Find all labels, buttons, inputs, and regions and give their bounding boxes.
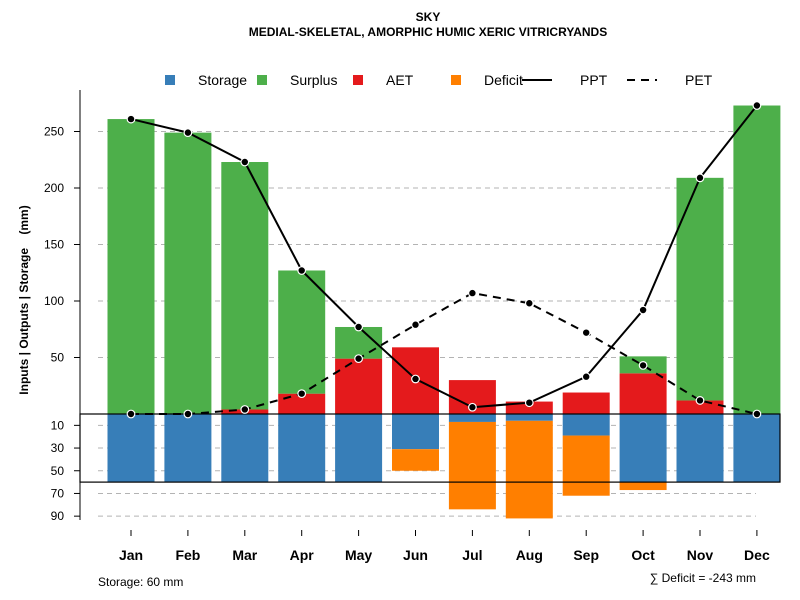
x-tick-label-aug: Aug bbox=[516, 547, 543, 563]
y-tick-label-lower-30: 30 bbox=[51, 441, 65, 455]
bar-storage-nov bbox=[676, 414, 724, 483]
x-tick-label-may: May bbox=[345, 547, 372, 563]
bar-storage-jan bbox=[107, 414, 155, 483]
y-tick-label-upper-100: 100 bbox=[44, 294, 64, 308]
bar-storage-jun bbox=[392, 414, 439, 450]
bar-storage-dec bbox=[733, 414, 781, 483]
bar-surplus-feb bbox=[164, 132, 212, 414]
bar-aet-may bbox=[335, 358, 383, 414]
point-ppt-dec bbox=[752, 101, 762, 110]
legend-swatch-storage bbox=[165, 75, 175, 85]
legend-label-ppt: PPT bbox=[580, 72, 608, 88]
x-tick-label-jun: Jun bbox=[403, 547, 428, 563]
x-tick-label-nov: Nov bbox=[687, 547, 714, 563]
line-pet bbox=[131, 292, 758, 415]
x-tick-label-jan: Jan bbox=[119, 547, 143, 563]
y-axis-title: Inputs | Outputs | Storage (mm) bbox=[17, 205, 31, 394]
bar-storage-feb bbox=[164, 414, 212, 483]
point-pet-feb bbox=[183, 409, 193, 419]
y-tick-label-upper-200: 200 bbox=[44, 181, 64, 195]
y-tick-label-upper-250: 250 bbox=[44, 125, 64, 139]
bar-aet-aug bbox=[505, 401, 553, 414]
point-pet-may bbox=[354, 354, 364, 364]
legend: Storage Surplus AET Deficit PPT PET bbox=[165, 72, 713, 88]
point-ppt-sep bbox=[581, 372, 591, 382]
point-ppt-mar bbox=[240, 157, 250, 167]
bars bbox=[107, 105, 781, 519]
bar-storage-jul bbox=[448, 414, 496, 422]
axes: 50 100 150 200 250 10 30 50 70 90 Jan Feb Mar Apr May J… bbox=[44, 90, 770, 563]
legend-swatch-aet bbox=[353, 75, 363, 85]
chart-title: SKY bbox=[416, 10, 441, 24]
x-tick-label-jul: Jul bbox=[462, 547, 482, 563]
x-tick-label-sep: Sep bbox=[573, 547, 599, 563]
bar-storage-aug bbox=[505, 414, 553, 421]
y-tick-label-lower-90: 90 bbox=[51, 509, 65, 523]
y-tick-label-lower-70: 70 bbox=[51, 486, 65, 500]
point-ppt-nov bbox=[695, 173, 705, 183]
point-ppt-feb bbox=[183, 128, 193, 138]
point-ppt-jan bbox=[126, 114, 136, 124]
point-pet-apr bbox=[297, 389, 307, 399]
chart-subtitle: MEDIAL-SKELETAL, AMORPHIC HUMIC XERIC VI… bbox=[249, 25, 607, 39]
bar-deficit-jul bbox=[448, 421, 496, 510]
deficit-note: ∑ Deficit = -243 mm bbox=[650, 571, 756, 585]
legend-swatch-surplus bbox=[257, 75, 267, 85]
point-pet-nov bbox=[695, 396, 705, 405]
y-tick-label-upper-50: 50 bbox=[51, 351, 65, 365]
bar-aet-apr bbox=[278, 393, 326, 414]
bar-aet-sep bbox=[562, 392, 610, 414]
bar-storage-sep bbox=[562, 414, 610, 436]
x-tick-label-mar: Mar bbox=[232, 547, 257, 563]
point-ppt-may bbox=[354, 322, 364, 332]
point-ppt-aug bbox=[524, 398, 534, 408]
lines bbox=[126, 101, 762, 419]
point-ppt-apr bbox=[297, 266, 307, 275]
bar-surplus-mar bbox=[221, 162, 269, 410]
y-tick-label-lower-50: 50 bbox=[51, 464, 65, 478]
storage-note: Storage: 60 mm bbox=[98, 575, 183, 589]
point-pet-oct bbox=[638, 361, 648, 370]
bar-surplus-jan bbox=[107, 119, 155, 414]
y-tick-label-lower-10: 10 bbox=[51, 418, 65, 432]
bar-storage-may bbox=[335, 414, 383, 483]
legend-swatch-deficit bbox=[451, 75, 461, 85]
point-pet-jan bbox=[126, 409, 136, 419]
bar-deficit-jun bbox=[392, 449, 439, 471]
bar-aet-oct bbox=[619, 373, 667, 414]
point-pet-jun bbox=[411, 320, 420, 330]
legend-label-aet: AET bbox=[386, 72, 414, 88]
point-pet-aug bbox=[524, 298, 534, 308]
bar-storage-oct bbox=[619, 414, 667, 483]
bar-storage-apr bbox=[278, 414, 326, 483]
legend-label-pet: PET bbox=[685, 72, 713, 88]
legend-label-storage: Storage bbox=[198, 72, 247, 88]
bar-surplus-may bbox=[335, 326, 383, 359]
x-tick-label-feb: Feb bbox=[175, 547, 200, 563]
point-pet-mar bbox=[240, 405, 250, 414]
x-tick-label-apr: Apr bbox=[290, 547, 315, 563]
bar-surplus-dec bbox=[733, 105, 781, 414]
bar-surplus-nov bbox=[676, 177, 724, 401]
legend-label-deficit: Deficit bbox=[484, 72, 523, 88]
x-tick-label-dec: Dec bbox=[744, 547, 770, 563]
point-ppt-jun bbox=[411, 374, 420, 384]
line-ppt bbox=[130, 104, 758, 409]
bar-deficit-aug bbox=[505, 420, 553, 519]
bar-deficit-oct bbox=[619, 482, 667, 491]
point-pet-sep bbox=[581, 328, 591, 338]
bar-surplus-apr bbox=[278, 270, 326, 394]
legend-label-surplus: Surplus bbox=[290, 72, 337, 88]
y-tick-label-upper-150: 150 bbox=[44, 238, 64, 252]
x-tick-label-oct: Oct bbox=[631, 547, 655, 563]
point-pet-jul bbox=[468, 288, 477, 298]
point-ppt-oct bbox=[638, 305, 648, 315]
point-ppt-jul bbox=[468, 402, 477, 412]
point-pet-dec bbox=[752, 409, 762, 419]
bar-storage-mar bbox=[221, 414, 269, 483]
bar-deficit-sep bbox=[562, 435, 610, 496]
